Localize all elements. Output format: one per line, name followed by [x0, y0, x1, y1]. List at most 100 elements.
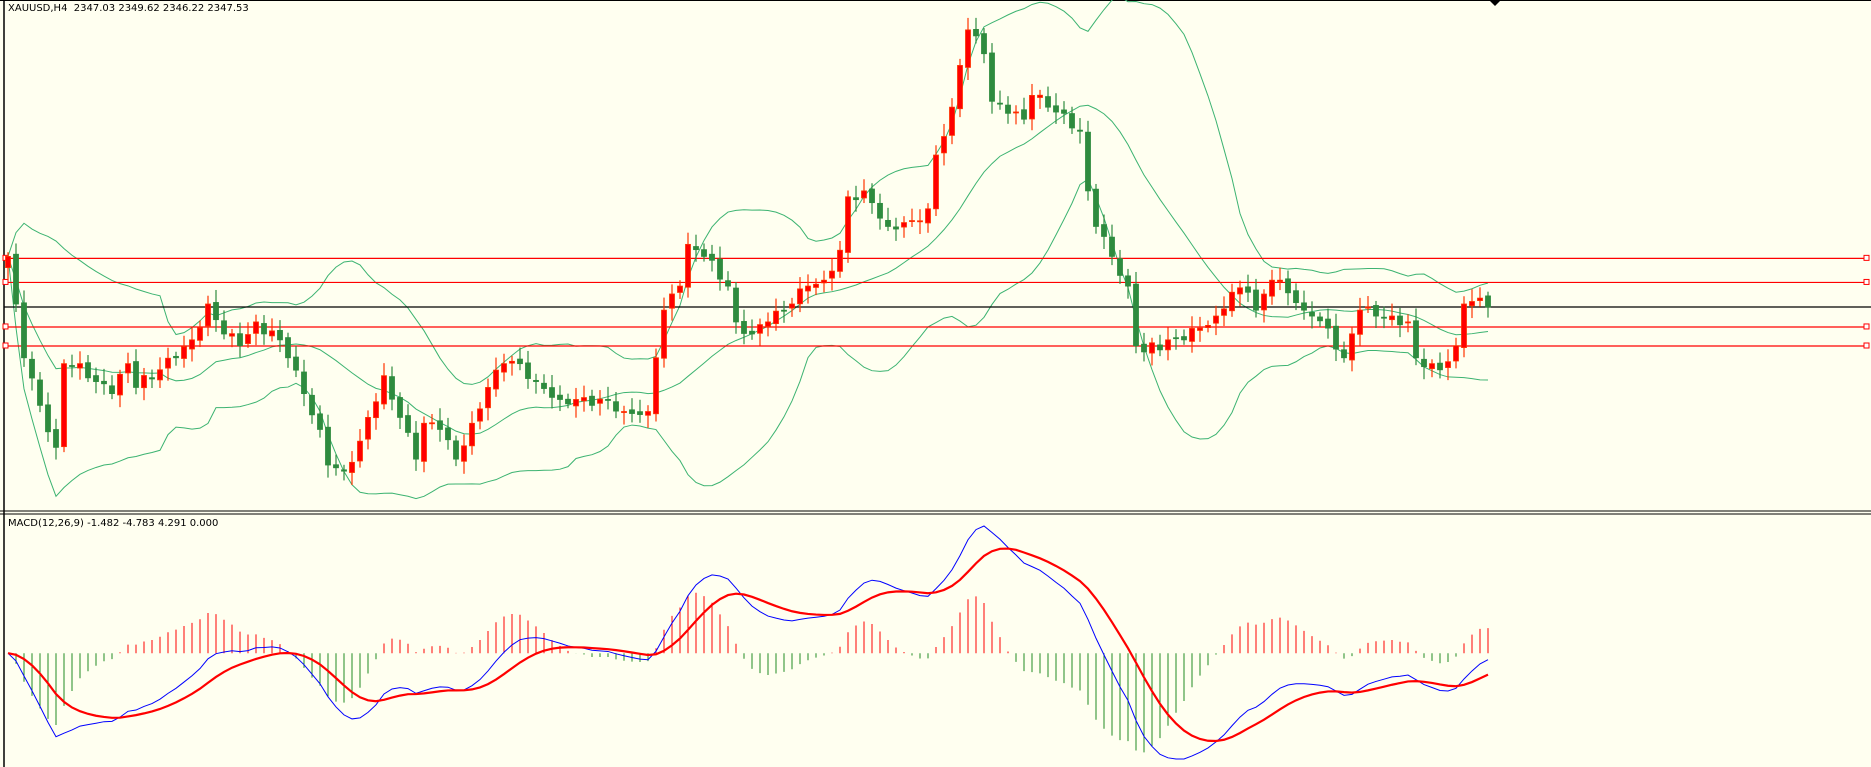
candle-body: [1109, 236, 1115, 257]
candle: [1045, 86, 1051, 112]
candle-body: [269, 330, 275, 337]
candle-body: [765, 321, 771, 327]
candle: [365, 410, 371, 450]
candle: [733, 282, 739, 334]
candle: [885, 207, 891, 232]
candle-body: [1453, 345, 1459, 362]
candle-body: [149, 377, 155, 380]
chart-shift-marker-icon: [1489, 0, 1501, 6]
candle: [957, 58, 963, 118]
candle-body: [1221, 308, 1227, 316]
candle-body: [1189, 328, 1195, 342]
candle: [261, 315, 267, 345]
candle: [389, 366, 395, 411]
candle: [197, 320, 203, 348]
candle-body: [357, 440, 363, 462]
candle-body: [1421, 358, 1427, 368]
candle-body: [749, 330, 755, 335]
candle: [837, 240, 843, 278]
candle: [789, 297, 795, 317]
candle: [1229, 283, 1235, 317]
candle-body: [1269, 279, 1275, 297]
candle-body: [1045, 96, 1051, 108]
candle: [1485, 291, 1491, 318]
candle-body: [493, 369, 499, 390]
candle: [549, 375, 555, 409]
candle: [141, 367, 147, 401]
candle: [1125, 268, 1131, 299]
candle-body: [557, 394, 563, 400]
candle: [1037, 89, 1043, 109]
candle-body: [1389, 315, 1395, 321]
candle: [685, 232, 691, 298]
candle-body: [1413, 320, 1419, 359]
horizontal-levels[interactable]: [2, 254, 1871, 349]
candle: [829, 258, 835, 291]
candle: [317, 405, 323, 438]
candle: [1101, 214, 1107, 250]
candle: [997, 90, 1003, 110]
candle: [725, 271, 731, 291]
candle: [157, 357, 163, 388]
candle: [781, 300, 787, 323]
candle-body: [773, 310, 779, 325]
candle: [941, 123, 947, 166]
candle: [373, 393, 379, 430]
candle: [1357, 297, 1363, 346]
candle-body: [309, 394, 315, 416]
level-handle: [2, 342, 9, 349]
candle-body: [1069, 113, 1075, 129]
candle: [677, 280, 683, 299]
candle-body: [1125, 275, 1131, 287]
candle-body: [645, 411, 651, 416]
candle: [405, 404, 411, 437]
candle-body: [709, 253, 715, 261]
candle: [965, 17, 971, 81]
macd-signal-line: [7, 547, 1489, 743]
candle: [1189, 316, 1195, 353]
candle: [1341, 341, 1347, 363]
candle: [29, 351, 35, 391]
candle-body: [1477, 297, 1483, 301]
candle-body: [669, 293, 675, 309]
candle: [693, 234, 699, 262]
candle: [1109, 224, 1115, 266]
candle: [925, 203, 931, 233]
candle-body: [189, 339, 195, 350]
candle-body: [957, 65, 963, 110]
candle-body: [1013, 111, 1019, 114]
candle-body: [893, 226, 899, 230]
candle: [597, 390, 603, 416]
candle: [445, 417, 451, 450]
candle-body: [1349, 333, 1355, 361]
candle-body: [1301, 302, 1307, 311]
candle-body: [1085, 131, 1091, 192]
candle-body: [1277, 279, 1283, 282]
level-handle: [1863, 323, 1870, 330]
candle-body: [1053, 105, 1059, 113]
level-handle: [1863, 278, 1870, 285]
candle-body: [1381, 316, 1387, 319]
candle-body: [13, 253, 19, 305]
candle: [557, 385, 563, 412]
candle-body: [429, 422, 435, 425]
candle: [853, 185, 859, 212]
level-handle: [1863, 254, 1870, 261]
bollinger-lower: [7, 178, 1489, 500]
candle-body: [1157, 344, 1163, 351]
candle-body: [229, 333, 235, 337]
symbol-label: XAUUSD,H4 2347.03 2349.62 2346.22 2347.5…: [8, 3, 249, 14]
candle-body: [797, 288, 803, 305]
candle-body: [173, 355, 179, 359]
candle: [509, 355, 515, 376]
candle: [245, 322, 251, 348]
candle-body: [317, 413, 323, 430]
candle: [381, 363, 387, 410]
candle: [45, 392, 51, 442]
candle-body: [421, 422, 427, 462]
level-handle: [2, 323, 9, 330]
bollinger-bands: [7, 0, 1489, 500]
candle-body: [461, 445, 467, 462]
candle-body: [845, 196, 851, 253]
